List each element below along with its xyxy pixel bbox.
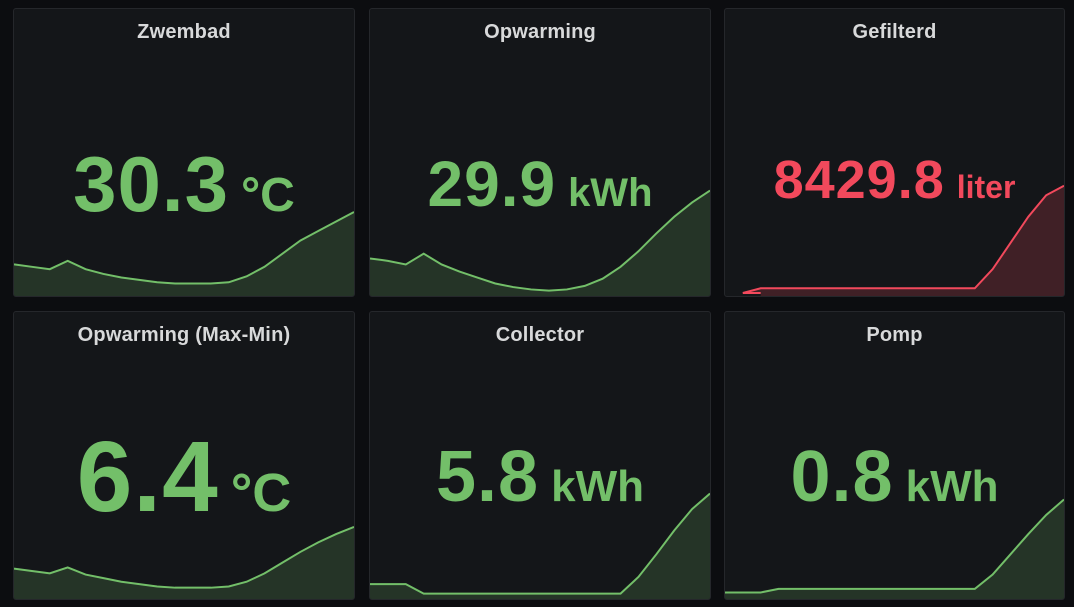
stat-value: 8429.8 liter [725, 149, 1064, 211]
sparkline-area [14, 211, 354, 296]
sparkline-area [370, 190, 710, 296]
stat-number: 0.8 [790, 437, 894, 517]
sparkline [725, 498, 1064, 599]
panel-title: Collector [495, 324, 585, 346]
sparkline-line [742, 184, 1064, 295]
panel-gefilterd[interactable]: Gefilterd 8429.8 liter [724, 8, 1065, 297]
panel-opwarming-max-min[interactable]: Opwarming (Max-Min) 6.4 °C [13, 311, 355, 600]
sparkline-line [370, 492, 710, 595]
stat-value: 29.9 kWh [370, 147, 710, 221]
stat-number: 29.9 [427, 148, 557, 220]
sparkline-line [725, 498, 1064, 594]
stat-value: 6.4 °C [14, 420, 354, 535]
sparkline-area [725, 499, 1064, 599]
stat-unit: °C [240, 169, 295, 222]
sparkline-line [14, 211, 354, 285]
stat-unit: kWh [568, 171, 653, 215]
stat-value: 5.8 kWh [370, 436, 710, 518]
stat-number: 5.8 [436, 437, 540, 517]
panel-title: Zwembad [137, 21, 231, 43]
sparkline-line [14, 525, 354, 589]
sparkline-area [14, 526, 354, 599]
panel-pomp[interactable]: Pomp 0.8 kWh [724, 311, 1065, 600]
sparkline [14, 525, 354, 599]
stat-unit: °C [230, 463, 292, 523]
panel-title: Opwarming (Max-Min) [77, 324, 291, 346]
sparkline-area [370, 493, 710, 599]
panel-title: Opwarming [484, 21, 596, 43]
panel-title: Pomp [866, 324, 923, 346]
panel-zwembad[interactable]: Zwembad 30.3 °C [13, 8, 355, 297]
stat-number: 6.4 [76, 421, 219, 533]
sparkline [370, 189, 710, 296]
stat-number: 8429.8 [773, 150, 945, 210]
panel-title: Gefilterd [852, 21, 937, 43]
sparkline-area [742, 185, 1064, 296]
stat-unit: kWh [905, 462, 999, 511]
stat-unit: kWh [551, 462, 644, 511]
sparkline-line [370, 189, 710, 292]
stat-value: 30.3 °C [14, 139, 354, 230]
sparkline [370, 492, 710, 599]
panel-opwarming[interactable]: Opwarming 29.9 kWh [369, 8, 711, 297]
stat-unit: liter [956, 169, 1016, 205]
stat-number: 30.3 [73, 140, 229, 228]
panel-collector[interactable]: Collector 5.8 kWh [369, 311, 711, 600]
sparkline [14, 211, 354, 296]
stat-value: 0.8 kWh [725, 436, 1064, 518]
sparkline [742, 184, 1064, 296]
